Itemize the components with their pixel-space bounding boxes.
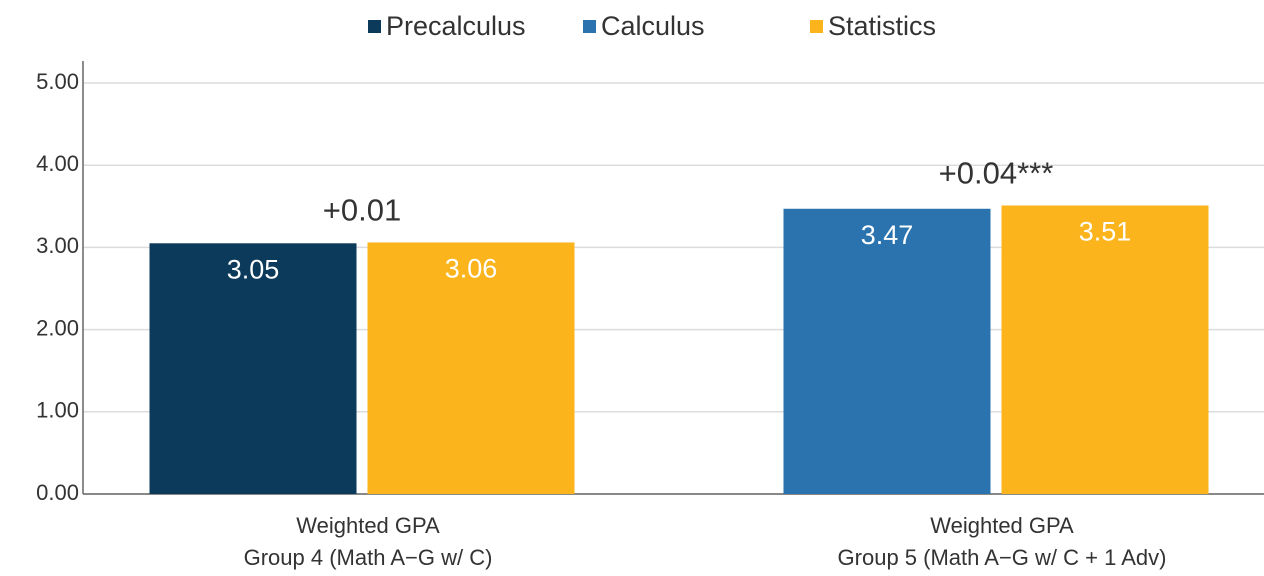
legend-label: Statistics bbox=[828, 11, 936, 41]
bar bbox=[149, 243, 357, 494]
x-tick-label: Weighted GPA bbox=[296, 513, 440, 538]
bar bbox=[783, 208, 991, 495]
legend-swatch bbox=[583, 20, 596, 33]
legend-swatch bbox=[810, 20, 823, 33]
x-tick-label: Group 5 (Math A−G w/ C + 1 Adv) bbox=[838, 545, 1167, 570]
value-label: 3.47 bbox=[861, 220, 914, 250]
annotation: +0.04*** bbox=[939, 156, 1054, 191]
value-label: 3.05 bbox=[227, 254, 280, 284]
value-label: 3.51 bbox=[1079, 217, 1132, 247]
y-tick-label: 2.00 bbox=[36, 315, 79, 340]
y-tick-label: 5.00 bbox=[36, 69, 79, 94]
annotation: +0.01 bbox=[323, 193, 401, 228]
bar bbox=[367, 242, 575, 494]
y-tick-label: 0.00 bbox=[36, 480, 79, 505]
y-tick-label: 3.00 bbox=[36, 233, 79, 258]
y-tick-label: 4.00 bbox=[36, 151, 79, 176]
bar bbox=[1001, 205, 1209, 494]
legend-swatch bbox=[368, 20, 381, 33]
legend-label: Precalculus bbox=[386, 11, 526, 41]
value-label: 3.06 bbox=[445, 254, 498, 284]
x-tick-label: Group 4 (Math A−G w/ C) bbox=[244, 545, 493, 570]
y-tick-label: 1.00 bbox=[36, 398, 79, 423]
x-tick-label: Weighted GPA bbox=[930, 513, 1074, 538]
legend-label: Calculus bbox=[601, 11, 705, 41]
